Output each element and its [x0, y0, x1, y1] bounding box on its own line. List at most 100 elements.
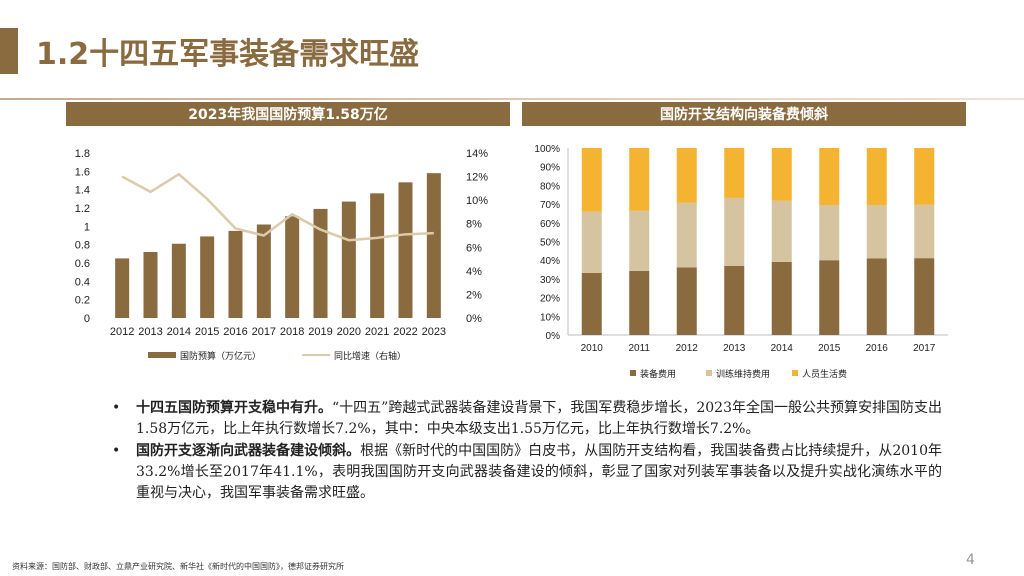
title-accent-bar: [0, 28, 18, 74]
stacked-bar-segment: [914, 204, 935, 259]
x-tick-label: 2012: [676, 343, 699, 354]
x-tick-label: 2015: [818, 343, 841, 354]
y-right-tick-label: 10%: [466, 195, 488, 207]
bar: [341, 201, 356, 318]
bar: [256, 224, 271, 318]
x-tick-label: 2014: [771, 343, 794, 354]
stacked-bar-segment: [629, 270, 650, 335]
y-right-tick-label: 2%: [466, 289, 482, 301]
stacked-bar-segment: [914, 148, 935, 205]
stacked-bar-segment: [581, 148, 602, 212]
stacked-bar-segment: [629, 210, 650, 271]
y-tick-label: 80%: [540, 181, 560, 192]
legend-swatch-bar: [148, 352, 176, 358]
y-right-tick-label: 14%: [466, 148, 488, 160]
stacked-bar-segment: [819, 148, 840, 206]
defense-budget-chart: 0 0.2 0.4 0.6 0.8 1 1.2 1.4 1.6 1.8 0% 2% 4% 6% 8% 10% 1…: [75, 148, 489, 361]
y-tick-label: 70%: [540, 200, 560, 211]
legend-label: 训练维持费用: [716, 368, 770, 379]
stacked-bar-segment: [629, 148, 650, 211]
stacked-bar-segment: [724, 265, 745, 335]
x-tick-label: 2016: [866, 343, 889, 354]
x-tick-label: 2021: [365, 326, 389, 338]
stacked-bar-segment: [819, 205, 840, 261]
stacked-bar-segment: [771, 200, 792, 262]
bullet-text: 十四五国防预算开支稳中有升。“十四五”跨越式武器装备建设背景下，我国军费稳步增长…: [136, 398, 942, 440]
page-number: 4: [966, 552, 975, 568]
y-right-tick-label: 6%: [466, 242, 482, 254]
y-right-tick-label: 0%: [466, 313, 482, 325]
growth-line: [121, 172, 434, 242]
title-wrap: 1.2十四五军事装备需求旺盛: [36, 28, 419, 74]
stacked-bar-segment: [724, 197, 745, 266]
stacked-bar-segment: [676, 202, 697, 268]
stacked-bar-segment: [866, 205, 887, 259]
stacked-bar-segment: [914, 258, 935, 335]
y-right-tick-label: 12%: [466, 172, 488, 184]
y-left-tick-label: 1.6: [75, 166, 90, 178]
defense-structure-chart: 0% 10% 20% 30% 40% 50% 60% 70% 80% 90% 100% 2010 201…: [534, 144, 948, 379]
stacked-bar-segment: [819, 260, 840, 335]
bullet-text: 国防开支逐渐向武器装备建设倾斜。根据《新时代的中国国防》白皮书，从国防开支结构看…: [136, 441, 942, 504]
title-divider: [0, 98, 1024, 100]
y-left-tick-label: 0.4: [75, 276, 90, 288]
y-left-tick-label: 1.4: [75, 185, 90, 197]
y-tick-label: 30%: [540, 275, 560, 286]
y-left-tick-label: 1: [84, 221, 90, 233]
y-left-tick-label: 1.2: [75, 203, 90, 215]
stacked-bar-segment: [676, 267, 697, 335]
y-tick-label: 60%: [540, 219, 560, 230]
x-tick-label: 2011: [628, 343, 650, 354]
legend-label: 同比增速（右轴）: [334, 350, 406, 361]
y-tick-label: 50%: [540, 238, 560, 249]
bar: [200, 236, 215, 318]
bullet-body: “十四五”跨越式武器装备建设背景下，我国军费稳步增长，2023年全国一般公共预算…: [136, 400, 942, 437]
y-tick-label: 10%: [540, 312, 560, 323]
y-tick-label: 20%: [540, 294, 560, 305]
stacked-bar-segment: [676, 148, 697, 203]
bullet-item: • 十四五国防预算开支稳中有升。“十四五”跨越式武器装备建设背景下，我国军费稳步…: [112, 398, 942, 440]
bar: [285, 216, 300, 318]
x-tick-label: 2016: [223, 326, 247, 338]
x-tick-label: 2012: [110, 326, 134, 338]
x-tick-label: 2013: [138, 326, 162, 338]
stacked-bar-segment: [771, 261, 792, 335]
y-tick-label: 40%: [540, 256, 560, 267]
y-right-tick-label: 4%: [466, 266, 482, 278]
legend-label: 装备费用: [640, 368, 676, 379]
right-panel-header: 国防开支结构向装备费倾斜: [522, 102, 966, 126]
bar: [426, 173, 441, 318]
bar: [313, 208, 328, 318]
y-left-tick-label: 0.2: [75, 295, 90, 307]
y-left-tick-label: 0: [84, 313, 90, 325]
y-left-tick-label: 0.8: [75, 240, 90, 252]
bullet-dot: •: [112, 443, 121, 459]
bar: [143, 252, 158, 318]
bar: [370, 193, 385, 318]
stacked-bar-segment: [724, 148, 745, 198]
y-left-tick-label: 1.8: [75, 148, 90, 160]
legend-label: 国防预算（万亿元）: [180, 350, 261, 361]
bar: [171, 243, 186, 318]
x-tick-label: 2020: [337, 326, 361, 338]
bullet-dot: •: [112, 400, 121, 416]
x-tick-label: 2017: [913, 343, 936, 354]
bar: [115, 258, 130, 318]
bullet-item: • 国防开支逐渐向武器装备建设倾斜。根据《新时代的中国国防》白皮书，从国防开支结…: [112, 441, 942, 504]
page-title: 1.2十四五军事装备需求旺盛: [36, 37, 420, 72]
source-note: 资料来源：国防部、财政部、立鼎产业研究院、新华社《新时代的中国国防》，德邦证券研…: [12, 562, 344, 571]
y-right-tick-label: 8%: [466, 219, 482, 231]
legend-swatch: [706, 370, 712, 376]
stacked-bar-segment: [866, 148, 887, 206]
bullet-body: 根据《新时代的中国国防》白皮书，从国防开支结构看，我国装备费占比持续提升，从20…: [136, 443, 942, 501]
legend-label: 人员生活费: [802, 368, 847, 379]
y-tick-label: 0%: [546, 331, 561, 342]
x-tick-label: 2013: [723, 343, 746, 354]
x-tick-label: 2017: [252, 326, 276, 338]
legend-swatch: [630, 370, 636, 376]
stacked-bar-segment: [771, 148, 792, 201]
left-panel-header: 2023年我国国防预算1.58万亿: [66, 102, 510, 126]
x-tick-label: 2014: [167, 326, 191, 338]
stacked-bar-segment: [581, 272, 602, 335]
x-tick-label: 2023: [422, 326, 446, 338]
